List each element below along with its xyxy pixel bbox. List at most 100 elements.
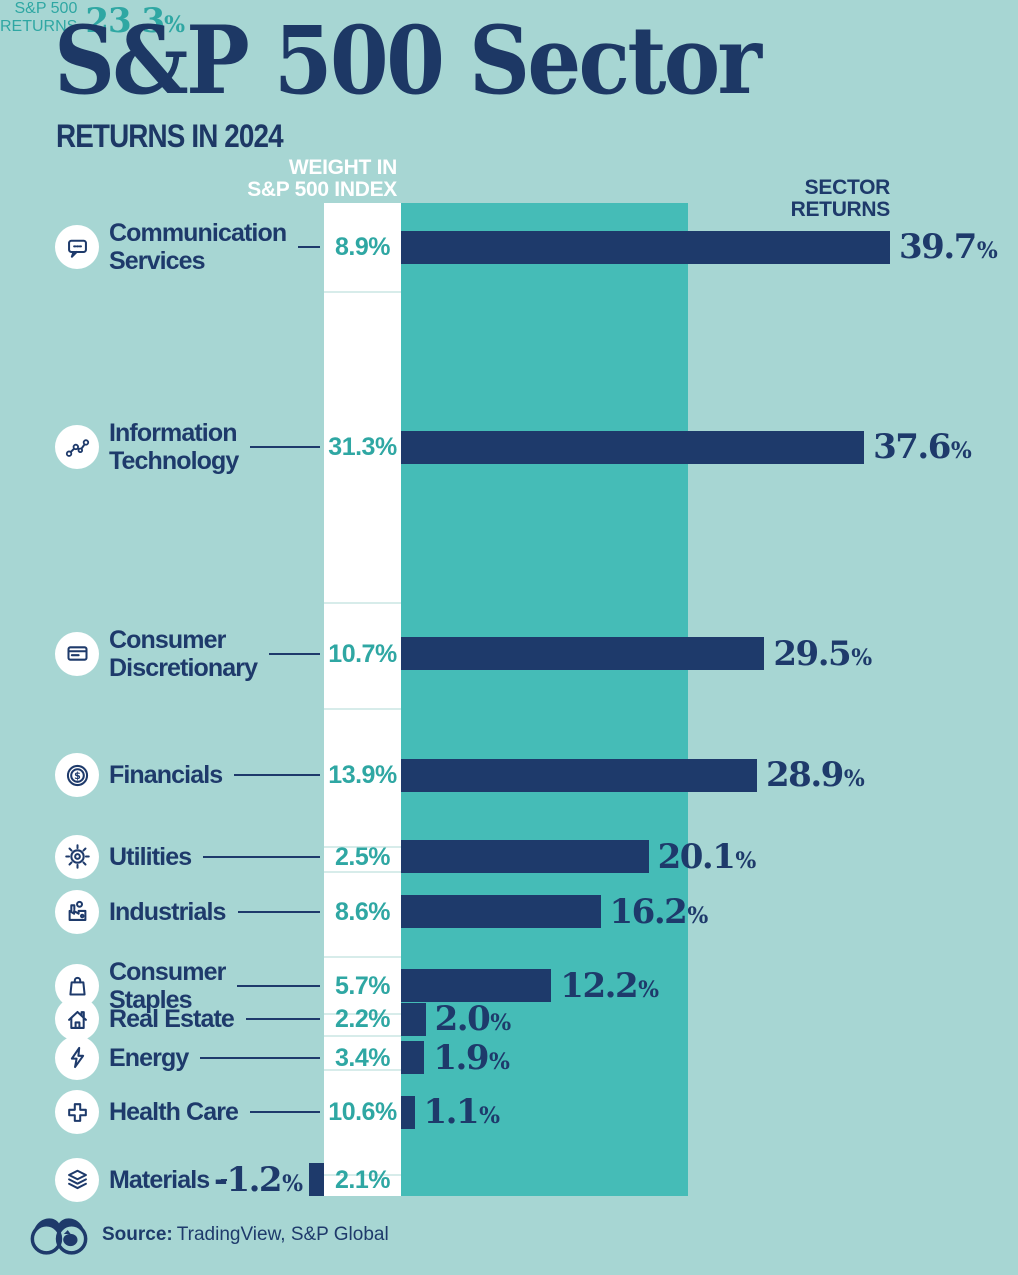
sector-return-value: 39.7%: [899, 227, 998, 268]
sector-name: Communication Services: [109, 219, 287, 276]
benchmark-header-line2: RETURNS: [0, 18, 78, 35]
sector-name: Real Estate: [109, 1005, 235, 1033]
sector-weight: 10.7%: [328, 639, 397, 668]
lightning-bolt-icon: [55, 1035, 99, 1080]
sector-return-value: 1.1%: [423, 1092, 501, 1133]
sector-return-value: 16.2%: [609, 891, 709, 932]
benchmark-value-number: 23.3: [85, 1, 165, 42]
sector-name: Consumer Discretionary: [109, 625, 258, 682]
sector-return-bar: [401, 969, 552, 1003]
credit-card-icon: [55, 631, 99, 676]
sector-weight: 10.6%: [328, 1098, 397, 1127]
sector-name: Financials: [109, 761, 223, 789]
sector-return-bar: [401, 230, 890, 264]
source-credit: Source: TradingView, S&P Global: [102, 1224, 389, 1246]
weight-segment-divider: [324, 1068, 401, 1071]
sector-return-value: 28.9%: [766, 755, 865, 795]
leader-line: [237, 984, 320, 987]
weight-column: [324, 203, 401, 1196]
sector-return-bar: [401, 895, 601, 929]
source-label: Source:: [102, 1224, 173, 1245]
sector-row-8: Energy: [55, 1026, 320, 1090]
weight-segment-divider: [324, 871, 401, 873]
sector-row-3: $ Financials: [55, 743, 320, 807]
benchmark-value: 23.3 %: [85, 1, 185, 42]
weight-segment-divider: [324, 956, 401, 959]
sector-weight: 2.1%: [335, 1165, 390, 1194]
sector-return-bar: [401, 1041, 425, 1075]
sector-row-10: Materials: [55, 1148, 228, 1212]
page-title: S&P 500 Sector: [54, 6, 762, 116]
sector-return-bar: [401, 430, 865, 464]
weight-segment-divider: [324, 707, 401, 710]
sector-return-bar: [309, 1163, 324, 1197]
sector-row-0: Communication Services: [55, 215, 320, 279]
layers-icon: [55, 1157, 99, 1202]
sector-weight: 31.3%: [328, 433, 397, 461]
sector-return-value: 29.5%: [773, 633, 873, 674]
sector-name: Energy: [109, 1043, 189, 1072]
benchmark-band: [401, 203, 688, 1196]
sector-weight: 8.6%: [335, 897, 390, 926]
sector-row-1: Information Technology: [55, 415, 320, 479]
leader-line: [221, 1178, 228, 1181]
sector-weight: 2.2%: [335, 1005, 390, 1033]
weight-segment-divider: [324, 290, 401, 293]
leader-line: [200, 1056, 320, 1059]
weight-segment-divider: [324, 601, 401, 604]
sector-weight: 2.5%: [335, 842, 390, 871]
benchmark-header-line1: S&P 500: [14, 0, 78, 17]
weight-segment-divider: [324, 1035, 401, 1037]
sector-weight: 5.7%: [335, 971, 390, 1000]
page-subtitle: RETURNS IN 2024: [56, 118, 284, 154]
leader-line: [245, 1018, 320, 1020]
sector-return-value: 20.1%: [657, 836, 757, 877]
leader-line: [237, 910, 320, 913]
sector-return-value: 37.6%: [873, 427, 972, 467]
sector-header-line1: SECTOR: [804, 176, 891, 199]
dollar-coin-icon: $: [55, 753, 99, 797]
leader-line: [269, 652, 320, 655]
medical-cross-icon: [55, 1090, 99, 1135]
sector-return-bar: [401, 758, 757, 792]
benchmark-header: S&P 500 RETURNS 23.3 %: [0, 0, 1018, 42]
sector-return-value: -1.2%: [213, 1159, 303, 1200]
weight-column-header: WEIGHT IN S&P 500 INDEX: [247, 156, 397, 201]
sector-weight: 8.9%: [335, 233, 390, 262]
sector-name: Information Technology: [109, 419, 239, 475]
benchmark-value-percent-sign: %: [164, 12, 185, 39]
sector-return-value: 2.0%: [434, 999, 512, 1039]
factory-icon: [55, 889, 99, 934]
sector-name: Health Care: [109, 1098, 239, 1127]
sector-name: Consumer Staples: [109, 957, 226, 1014]
sector-return-bar: [401, 1002, 426, 1036]
leader-line: [250, 446, 320, 448]
weight-segment-divider: [324, 846, 401, 849]
sector-return-value: 12.2%: [560, 965, 660, 1006]
weight-segment-divider: [324, 1013, 401, 1016]
leader-line: [250, 1111, 320, 1114]
sector-weight: 3.4%: [335, 1043, 390, 1072]
sector-name: Utilities: [109, 842, 192, 871]
sector-return-bar: [401, 840, 649, 873]
gear-icon: [55, 834, 99, 879]
sector-return-bar: [401, 637, 765, 671]
sector-row-9: Health Care: [55, 1080, 320, 1144]
sector-weight: 13.9%: [328, 761, 397, 789]
leader-line: [234, 774, 320, 776]
sector-row-5: Industrials: [55, 880, 320, 944]
sector-row-4: Utilities: [55, 825, 320, 889]
leader-line: [203, 855, 320, 858]
sector-returns-header: SECTOR RETURNS: [790, 176, 891, 222]
network-nodes-icon: [55, 425, 99, 469]
sector-name: Industrials: [109, 897, 226, 926]
leader-line: [298, 246, 320, 249]
weight-header-line1: WEIGHT IN: [288, 156, 397, 179]
speech-bubble-icon: [55, 225, 99, 270]
sector-return-value: 1.9%: [433, 1037, 510, 1078]
weight-segment-divider: [324, 1174, 401, 1177]
svg-text:$: $: [74, 771, 81, 782]
sector-name: Materials: [109, 1165, 210, 1194]
sector-header-line2: RETURNS: [790, 198, 891, 222]
